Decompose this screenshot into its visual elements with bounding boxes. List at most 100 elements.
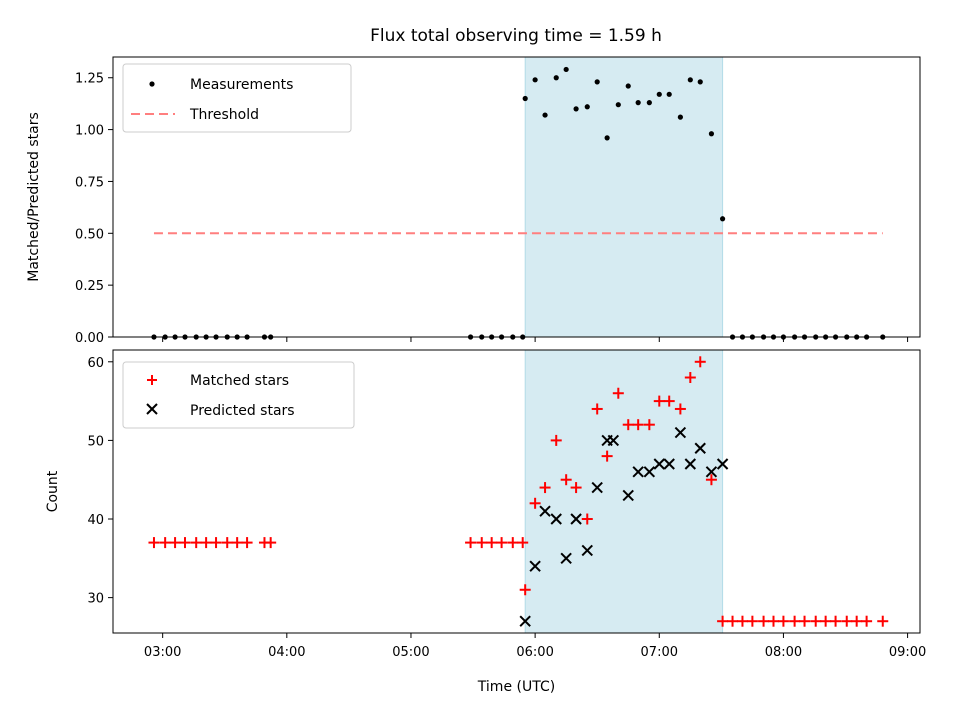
predicted-star-point [581,544,593,557]
matched-star-point [601,450,613,462]
predicted-star-point [519,615,531,627]
matched-star-point [517,537,529,549]
matched-star-point [179,537,191,549]
measurement-point [635,100,641,106]
bottom-xtick-label: 03:00 [144,645,181,660]
bottom-y-ticks: 30 40 50 60 [87,356,113,607]
measurement-point [604,135,610,141]
matched-star-point [653,395,665,407]
matched-star-point [148,537,160,549]
matched-star-point [736,615,748,627]
measurement-point [719,216,726,222]
matched-star-point [496,537,508,549]
matched-star-point [717,615,729,627]
bottom-x-ticks: 03:00 04:00 05:00 06:00 07:00 08:00 09:00 [144,633,926,660]
matched-star-point [622,419,634,431]
predicted-star-point [632,466,644,478]
bottom-axes-frame [112,349,921,634]
predicted-star-point [550,513,562,525]
matched-star-point [674,403,686,415]
top-ytick-label: 0.00 [75,331,104,346]
matched-star-point [810,615,822,627]
matched-star-point [799,615,811,627]
matched-star-point [830,615,842,627]
top-y-axis-label: Matched/Predicted stars [26,112,42,282]
legend-predicted-marker [146,403,158,415]
bottom-legend: Matched stars Predicted stars [122,361,355,429]
matched-star-point [476,537,488,549]
bottom-legend-box [122,361,355,429]
measurement-point [687,77,693,83]
matched-star-point [465,537,477,549]
bottom-xtick-label: 07:00 [641,645,678,660]
matched-star-point [758,615,770,627]
top-axes-frame [112,56,921,338]
matched-star-point [507,537,519,549]
matched-star-point [746,615,758,627]
matched-star-point [820,615,832,627]
measurement-point [646,100,652,106]
measurement-point [708,131,715,137]
measurement-point [677,114,683,120]
measurement-point [625,83,631,89]
matched-star-point [519,584,531,596]
top-y-ticks: 0.00 0.25 0.50 0.75 1.00 1.25 [75,72,113,346]
predicted-star-point [607,434,620,447]
matched-star-point [231,537,243,549]
matched-star-point [210,537,222,549]
measurement-point [532,77,538,83]
predicted-star-point [539,505,551,517]
predicted-star-point [560,552,572,565]
measurement-point [594,79,600,85]
matched-star-point [550,434,562,446]
top-ytick-label: 1.00 [75,124,104,139]
matched-star-point [612,387,624,399]
matched-star-point [841,615,853,627]
matched-star-point [767,615,779,627]
measurement-point [697,79,703,85]
matched-star-point [159,537,171,549]
predicted-star-point [529,560,541,572]
predicted-stars-points [519,426,729,627]
matched-star-point [632,419,644,431]
bottom-ytick-label: 60 [87,356,104,371]
bottom-y-axis-label: Count [45,470,61,512]
matched-star-point [221,537,233,549]
measurement-point [563,66,569,73]
matched-star-point [265,537,277,549]
matched-star-point [581,513,593,525]
legend-predicted-label: Predicted stars [190,403,295,419]
measurement-point [615,102,621,108]
matched-star-point [861,615,873,627]
bottom-xtick-label: 05:00 [392,645,429,660]
top-legend: Measurements Threshold [122,63,352,133]
bottom-ytick-label: 50 [87,434,104,449]
matched-star-point [560,474,572,486]
bottom-ytick-label: 40 [87,513,104,528]
predicted-star-point [653,458,665,470]
measurement-point [522,95,528,102]
measurement-point [584,104,590,110]
chart-title: Flux total observing time = 1.59 h [370,26,662,46]
matched-star-point [200,537,212,549]
bottom-panel: 30 40 50 60 03:00 04:00 05:00 06:00 07:00 08:00 0… [45,349,926,695]
top-ytick-label: 0.25 [75,279,104,294]
measurement-point [573,106,579,112]
legend-matched-marker [147,375,157,385]
x-axis-label: Time (UTC) [477,679,555,695]
matched-star-point [727,615,739,627]
matched-star-point [777,615,789,627]
measurement-point [666,91,672,97]
matched-star-point [539,482,551,494]
measurement-point [542,112,548,118]
legend-measurements-marker [149,81,155,87]
predicted-star-point [663,458,675,470]
bottom-ytick-label: 30 [87,592,104,607]
matched-star-point [169,537,181,549]
matched-star-point [591,403,603,415]
legend-threshold-label: Threshold [189,107,259,123]
matched-star-point [570,482,582,494]
matched-star-point [643,419,655,431]
legend-measurements-label: Measurements [190,77,293,93]
